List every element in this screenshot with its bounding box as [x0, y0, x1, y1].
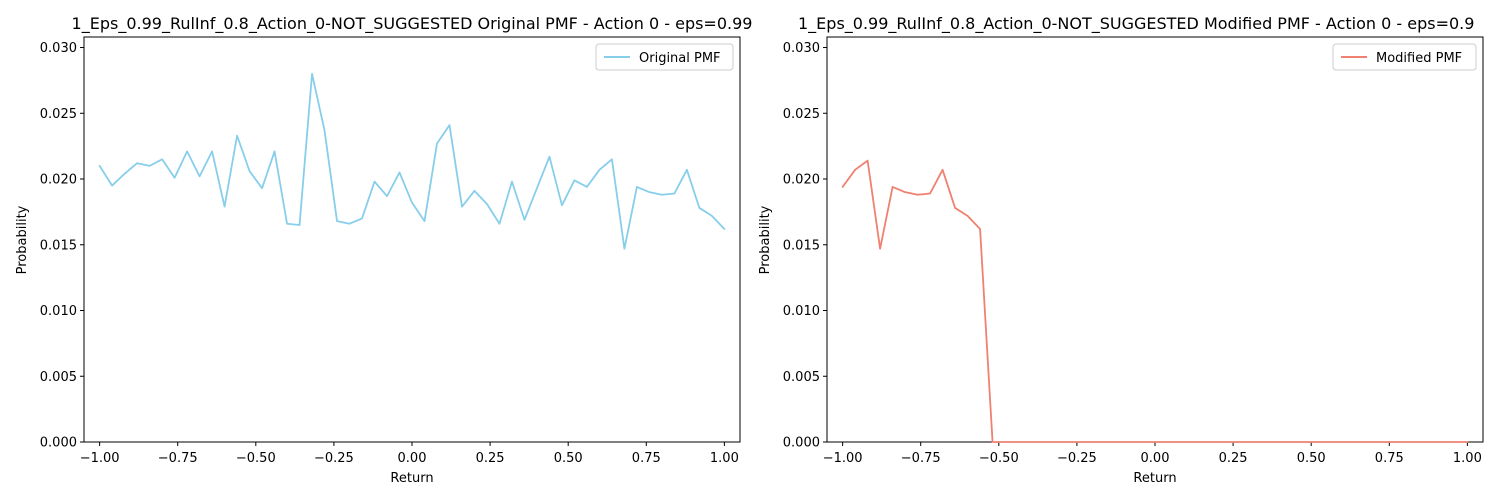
x-tick-label: −0.25	[1057, 451, 1097, 466]
legend: Original PMF	[595, 43, 734, 71]
y-axis: 0.000 0.005 0.010 0.015 0.020 0.025 0.030	[40, 41, 84, 451]
x-axis: −1.00 −0.75 −0.50 −0.25 0.00 0.25 0.50 0.75 1.00	[823, 442, 1482, 466]
y-tick-label: 0.010	[783, 304, 820, 319]
x-tick-label: 0.25	[1219, 451, 1248, 466]
plot-area-frame	[826, 36, 1484, 443]
y-tick-label: 0.015	[40, 238, 77, 253]
legend-label: Original PMF	[639, 51, 721, 66]
chart-title: 1_Eps_0.99_RulInf_0.8_Action_0-NOT_SUGGE…	[798, 14, 1474, 34]
y-tick-label: 0.015	[783, 238, 820, 253]
y-tick-label: 0.030	[783, 41, 820, 56]
series-line	[98, 72, 726, 250]
x-axis-label: Return	[390, 471, 433, 486]
y-tick-label: 0.005	[40, 370, 77, 385]
chart-title: 1_Eps_0.99_RulInf_0.8_Action_0-NOT_SUGGE…	[72, 14, 753, 34]
x-tick-label: −0.50	[236, 451, 276, 466]
series-layer	[98, 72, 726, 250]
series-line	[841, 159, 1469, 443]
y-tick-label: 0.000	[783, 436, 820, 451]
x-tick-label: 0.00	[398, 451, 427, 466]
x-tick-label: −1.00	[823, 451, 863, 466]
x-tick-label: 0.25	[476, 451, 505, 466]
y-axis: 0.000 0.005 0.010 0.015 0.020 0.025 0.030	[783, 41, 827, 451]
y-axis-label: Probability	[15, 205, 30, 274]
plot-area-frame	[83, 36, 741, 443]
x-tick-label: 0.75	[632, 451, 661, 466]
modified-pmf-chart: 1_Eps_0.99_RulInf_0.8_Action_0-NOT_SUGGE…	[758, 14, 1484, 486]
series-layer	[841, 159, 1469, 443]
x-tick-label: 1.00	[1453, 451, 1482, 466]
x-tick-label: −0.75	[158, 451, 198, 466]
legend: Modified PMF	[1332, 43, 1477, 71]
x-axis: −1.00 −0.75 −0.50 −0.25 0.00 0.25 0.50 0.75 1.00	[80, 442, 739, 466]
x-tick-label: −0.75	[901, 451, 941, 466]
x-tick-label: −1.00	[80, 451, 120, 466]
x-axis-label: Return	[1133, 471, 1176, 486]
legend-label: Modified PMF	[1376, 51, 1462, 66]
y-tick-label: 0.005	[783, 370, 820, 385]
y-tick-label: 0.025	[783, 107, 820, 122]
x-tick-label: −0.50	[979, 451, 1019, 466]
x-tick-label: −0.25	[314, 451, 354, 466]
x-tick-label: 1.00	[710, 451, 739, 466]
original-pmf-chart: 1_Eps_0.99_RulInf_0.8_Action_0-NOT_SUGGE…	[15, 14, 752, 486]
legend-box	[1332, 43, 1477, 71]
y-tick-label: 0.020	[783, 173, 820, 188]
y-tick-label: 0.000	[40, 436, 77, 451]
y-tick-label: 0.010	[40, 304, 77, 319]
y-tick-label: 0.030	[40, 41, 77, 56]
x-tick-label: 0.00	[1141, 451, 1170, 466]
y-tick-label: 0.025	[40, 107, 77, 122]
x-tick-label: 0.50	[1297, 451, 1326, 466]
y-tick-label: 0.020	[40, 173, 77, 188]
legend-box	[595, 43, 734, 71]
y-axis-label: Probability	[758, 205, 773, 274]
x-tick-label: 0.75	[1375, 451, 1404, 466]
x-tick-label: 0.50	[554, 451, 583, 466]
